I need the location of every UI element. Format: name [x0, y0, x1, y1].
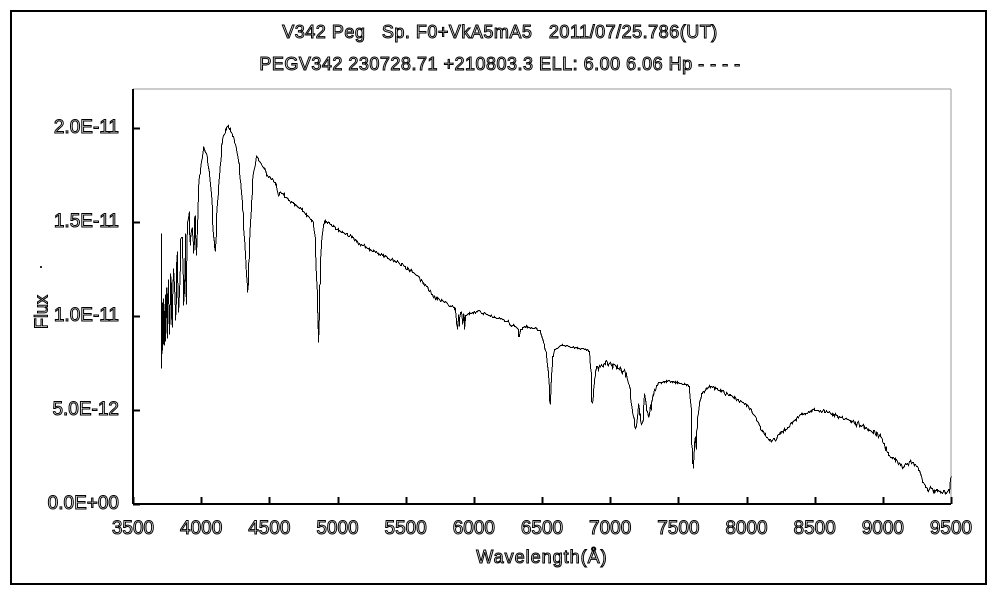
x-tick-label: 3500	[111, 518, 155, 540]
x-tick-label: 4500	[248, 518, 291, 540]
y-tick-label: 1.5E-11	[53, 211, 119, 233]
x-tick-label: 5500	[384, 518, 427, 540]
x-tick-label: 9000	[861, 518, 904, 540]
chart-title: V342 Peg Sp. F0+VkA5mA5 2011/07/25.786(U…	[282, 22, 718, 43]
spectrum-line	[161, 124, 952, 495]
chart-subtitle: PEGV342 230728.71 +210803.3 ELL: 6.00 6.…	[259, 54, 741, 75]
x-tick-label: 7500	[657, 518, 700, 540]
axis-ticks	[132, 127, 953, 506]
x-axis-title: Wavelength(Å)	[476, 547, 608, 568]
y-tick-label: 5.0E-12	[52, 399, 120, 421]
x-tick-label: 8500	[793, 518, 836, 540]
x-tick-label: 8000	[725, 518, 768, 540]
x-tick-label: 9500	[929, 518, 973, 540]
y-axis-title-dot: .	[38, 252, 44, 272]
x-tick-label: 5000	[316, 518, 359, 540]
window-border	[10, 10, 987, 585]
y-tick-label: 2.0E-11	[53, 117, 119, 139]
x-tick-label: 4000	[180, 518, 223, 540]
x-tick-label: 6000	[452, 518, 495, 540]
spectrum-curve-group	[161, 124, 952, 495]
x-tick-label: 7000	[589, 518, 632, 540]
y-tick-label: 0.0E+00	[47, 493, 119, 515]
y-axis-title: Flux	[31, 294, 52, 330]
x-tick-label: 6500	[520, 518, 564, 540]
y-tick-label: 1.0E-11	[53, 305, 119, 327]
